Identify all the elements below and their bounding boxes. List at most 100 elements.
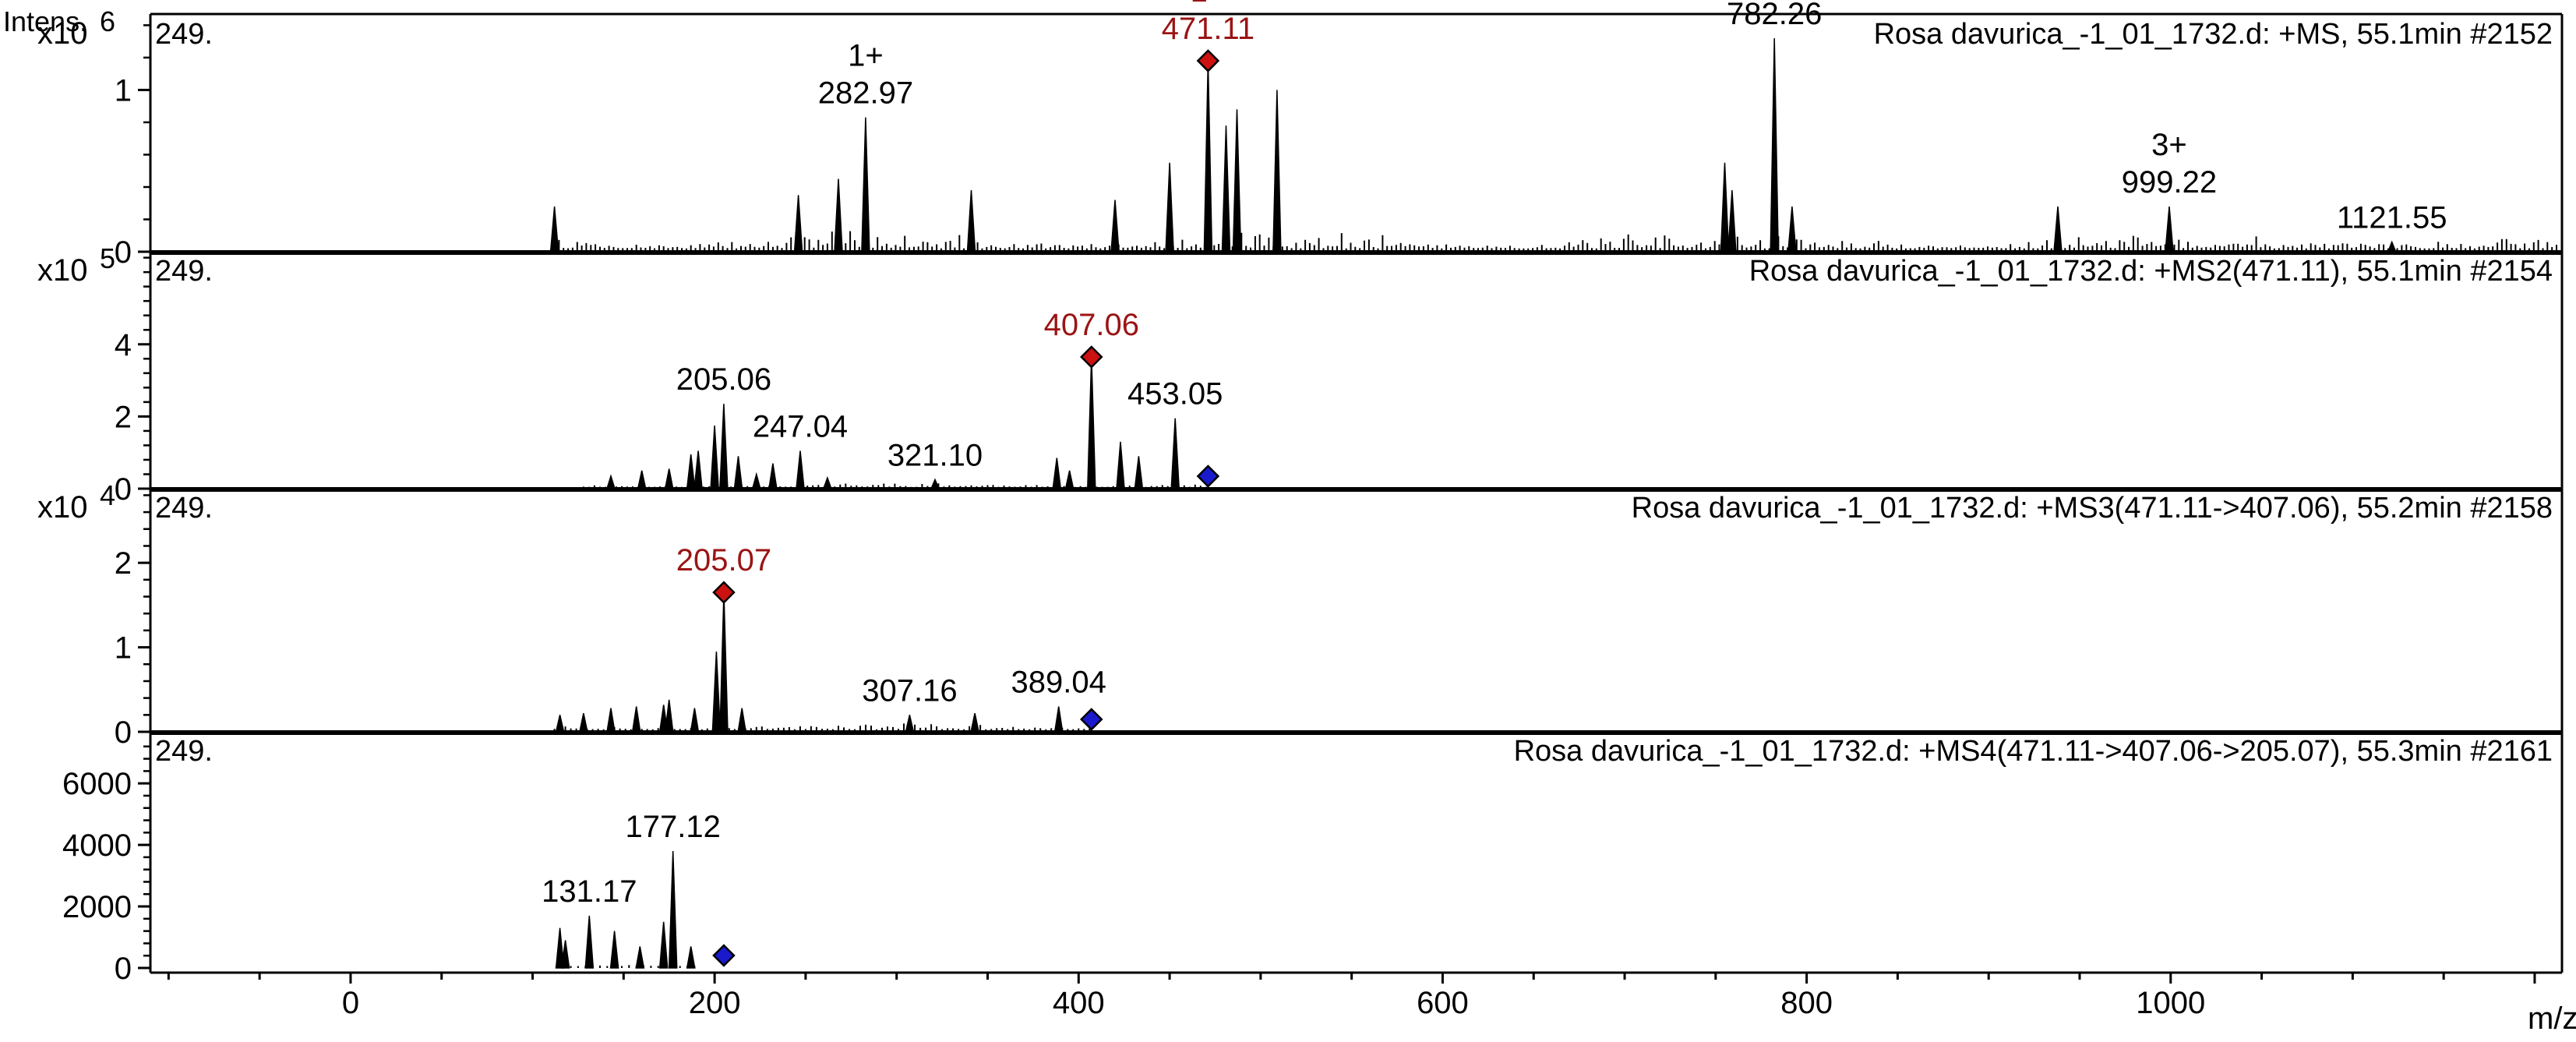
y-tick-label: 2: [115, 546, 132, 581]
charge-label: 1+: [848, 39, 884, 73]
x-axis-label: m/z: [2528, 1001, 2576, 1036]
peak: [560, 940, 570, 969]
peak: [606, 708, 616, 733]
peak: [733, 456, 743, 489]
peak: [1052, 457, 1062, 489]
peak: [1221, 125, 1231, 253]
panel-label: 249.: [155, 735, 213, 768]
peak: [664, 468, 674, 489]
panel-label: 249.: [155, 255, 213, 288]
peak: [635, 946, 645, 969]
peak: [2165, 206, 2174, 253]
peak: [690, 708, 700, 733]
peak: [970, 712, 980, 733]
precursor-marker: [1196, 49, 1220, 72]
peak: [555, 715, 565, 733]
peak-label: 321.10: [887, 438, 983, 472]
x-tick-label: 800: [1780, 986, 1833, 1020]
peak: [1116, 441, 1125, 489]
peak: [1053, 706, 1064, 733]
y-exponent-label: x10: [37, 490, 88, 525]
panel-label: 249.: [155, 492, 213, 525]
y-tick-label: 2000: [62, 890, 132, 924]
traces-layer: [549, 37, 2557, 969]
charge-label: 1+: [1191, 0, 1226, 9]
x-tick-label: 0: [342, 986, 359, 1020]
peak: [637, 470, 647, 489]
peak: [930, 478, 940, 489]
peak-label: 453.05: [1127, 377, 1223, 412]
peak: [822, 475, 832, 489]
peak-label: 247.04: [753, 409, 848, 443]
y-exponent-power: 5: [100, 242, 115, 274]
panel-label: 249.: [155, 18, 213, 51]
selected-ion-marker: [712, 944, 736, 967]
peak: [605, 474, 616, 489]
peak: [664, 699, 674, 733]
peak: [686, 946, 696, 969]
peak: [555, 927, 565, 969]
y-axis-title: Intens.: [3, 5, 87, 37]
x-tick-label: 200: [689, 986, 741, 1020]
peak: [710, 425, 719, 489]
peak: [905, 715, 915, 733]
peak: [1203, 60, 1213, 253]
selected-ion-marker: [1080, 708, 1103, 731]
peak: [751, 472, 761, 489]
peak: [578, 712, 588, 733]
peak-label: 307.16: [862, 673, 957, 708]
peak: [658, 921, 669, 969]
peak-label: 282.97: [818, 76, 913, 111]
peak: [719, 592, 729, 733]
peak: [1720, 162, 1730, 253]
peak: [1787, 206, 1797, 253]
peak: [1727, 190, 1737, 253]
peak: [1232, 109, 1242, 253]
peak: [793, 195, 803, 253]
y-tick-label: 0: [115, 952, 132, 986]
precursor-marker: [1080, 345, 1103, 369]
y-tick-label: 0: [115, 235, 132, 270]
panel-header: Rosa davurica_-1_01_1732.d: +MS3(471.11-…: [1632, 492, 2553, 525]
selected-ion-marker: [1196, 464, 1220, 488]
peak: [796, 450, 805, 489]
panel-header: Rosa davurica_-1_01_1732.d: +MS, 55.1min…: [1874, 18, 2553, 51]
peak: [1087, 356, 1096, 489]
peak: [693, 450, 703, 489]
peak-label: 205.07: [676, 543, 771, 578]
peak: [1770, 37, 1779, 253]
x-tick-label: 600: [1417, 986, 1469, 1020]
peak-label: 782.26: [1727, 0, 1822, 31]
charge-label: 3+: [2151, 128, 2187, 162]
y-tick-label: 0: [115, 715, 132, 750]
peak: [737, 708, 747, 733]
y-tick-label: 4: [115, 328, 132, 362]
precursor-marker: [712, 581, 736, 604]
peak: [834, 178, 843, 253]
peak-label: 407.06: [1044, 308, 1139, 342]
x-tick-label: 1000: [2136, 986, 2205, 1020]
peak-label: 131.17: [542, 874, 637, 909]
peak: [1134, 456, 1144, 489]
peak: [668, 850, 678, 969]
y-tick-label: 1: [115, 73, 132, 108]
peak: [584, 915, 595, 969]
peak: [1064, 470, 1075, 489]
y-exponent-power: 6: [100, 5, 115, 37]
y-exponent-label: x10: [37, 16, 88, 51]
peak: [549, 206, 559, 253]
y-tick-label: 6000: [62, 767, 132, 801]
peak-label: 205.06: [676, 362, 771, 397]
peak: [686, 454, 696, 489]
peak: [1170, 418, 1180, 489]
peak: [1272, 90, 1282, 253]
peak-label: 999.22: [2122, 165, 2217, 200]
panel-header: Rosa davurica_-1_01_1732.d: +MS2(471.11)…: [1749, 255, 2553, 288]
peak: [1110, 200, 1120, 253]
y-tick-label: 2: [115, 400, 132, 434]
peak-label: 389.04: [1011, 665, 1106, 699]
y-tick-label: 4000: [62, 828, 132, 863]
peak: [1165, 162, 1174, 253]
